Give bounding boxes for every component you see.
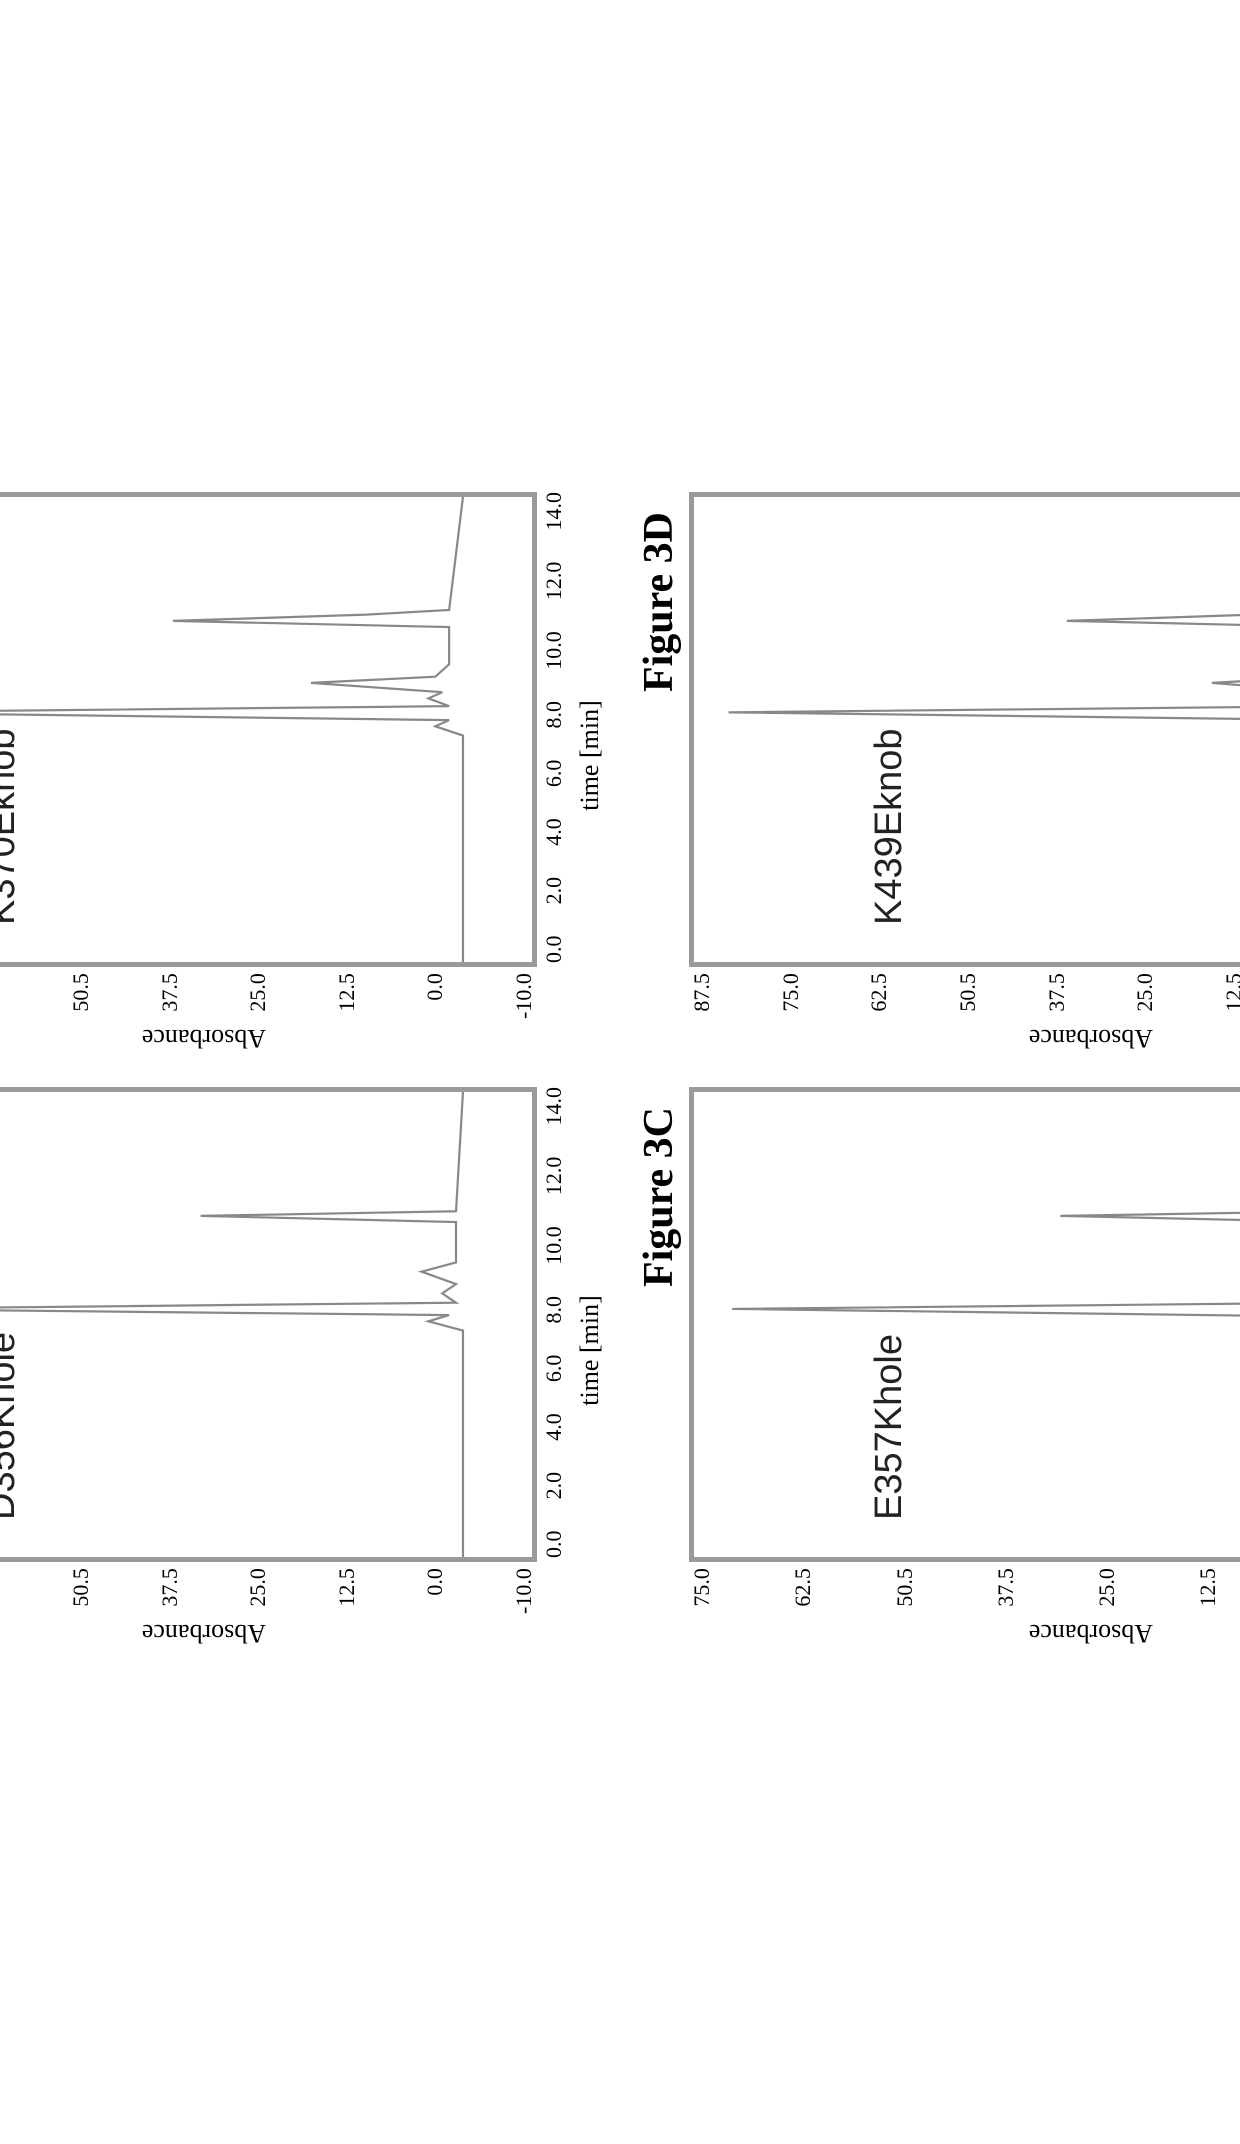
plot-wrap: Absorbance 87.575.062.550.537.525.012.50… xyxy=(689,492,1240,1057)
y-tick: 62.5 xyxy=(866,973,892,1019)
y-tick: 62.5 xyxy=(0,973,5,1019)
y-tick: 37.5 xyxy=(993,1568,1019,1614)
x-tick: 4.0 xyxy=(541,818,567,846)
x-tick-labels: 0.0 2.0 4.0 6.0 8.0 10.0 12.0 14.0 xyxy=(537,1087,569,1558)
y-tick: 37.5 xyxy=(157,973,183,1019)
plot-area: D356Khole xyxy=(0,1087,537,1562)
x-axis-label: time [min] xyxy=(569,1087,605,1614)
x-tick: 10.0 xyxy=(541,1226,567,1265)
y-axis-label: Absorbance xyxy=(689,1614,1240,1652)
y-tick: 0.0 xyxy=(422,973,448,1019)
plot-row: 87.575.062.550.537.525.012.50.0-10.0 K37… xyxy=(0,492,537,1019)
y-tick: 50.5 xyxy=(68,973,94,1019)
y-tick: 12.5 xyxy=(334,973,360,1019)
x-tick: 2.0 xyxy=(541,1472,567,1500)
panel-figure-3a: Figure 3A Absorbance 87.575.062.550.537.… xyxy=(0,1087,605,1652)
x-tick: 8.0 xyxy=(541,1296,567,1324)
plot-column: 87.575.062.550.537.525.012.50.0-10.0 K37… xyxy=(0,492,605,1019)
plot-wrap: Absorbance 87.575.062.550.537.525.012.50… xyxy=(0,1087,605,1652)
figure-title: Figure 3D xyxy=(635,492,683,1057)
plot-column: 75.062.550.537.525.012.50.0-10.0 E357Kho… xyxy=(689,1087,1240,1614)
x-tick: 0.0 xyxy=(541,1531,567,1559)
y-tick: 12.5 xyxy=(1195,1568,1221,1614)
y-tick-labels: 87.575.062.550.537.525.012.50.0-10.0 xyxy=(0,1562,537,1614)
plot-row: 87.575.062.550.537.525.012.50.0-10.0 K43… xyxy=(689,492,1240,1019)
y-tick: 75.0 xyxy=(778,973,804,1019)
y-tick: 0.0 xyxy=(422,1568,448,1614)
y-tick: 37.5 xyxy=(157,1568,183,1614)
y-axis-label: Absorbance xyxy=(0,1019,605,1057)
y-tick: 50.5 xyxy=(955,973,981,1019)
y-tick: 12.5 xyxy=(1221,973,1240,1019)
x-tick: 12.0 xyxy=(541,1157,567,1196)
y-tick: 87.5 xyxy=(689,973,715,1019)
y-tick: 25.0 xyxy=(1094,1568,1120,1614)
x-tick: 10.0 xyxy=(541,631,567,670)
chromatogram-trace xyxy=(694,1092,1240,1557)
x-tick: 0.0 xyxy=(541,936,567,964)
y-tick: 25.0 xyxy=(245,973,271,1019)
panel-figure-3c: Figure 3C Absorbance 75.0 62.5 50.5 37.5 25.… xyxy=(635,1087,1240,1652)
y-tick: 50.5 xyxy=(892,1568,918,1614)
plot-row: 87.575.062.550.537.525.012.50.0-10.0 D35… xyxy=(0,1087,537,1614)
y-tick: -10.0 xyxy=(511,973,537,1019)
chromatogram-trace xyxy=(0,497,532,962)
y-tick: 50.5 xyxy=(68,1568,94,1614)
y-tick: -10.0 xyxy=(511,1568,537,1614)
x-axis-label: time [min] xyxy=(569,492,605,1019)
x-tick: 6.0 xyxy=(541,1355,567,1383)
y-tick: 37.5 xyxy=(1044,973,1070,1019)
y-tick: 25.0 xyxy=(1132,973,1158,1019)
chromatogram-trace xyxy=(0,1092,532,1557)
plot-area: E357Khole xyxy=(689,1087,1240,1562)
x-tick: 4.0 xyxy=(541,1413,567,1441)
y-tick-labels: 75.062.550.537.525.012.50.0-10.0 xyxy=(689,1562,1240,1614)
x-tick: 6.0 xyxy=(541,760,567,788)
y-tick: 62.5 xyxy=(0,1568,5,1614)
x-tick-labels: 0.0 2.0 4.0 6.0 8.0 10.0 12.0 14.0 xyxy=(537,492,569,963)
panel-figure-3d: Figure 3D Absorbance 87.5 75.0 62.5 50.5 37.… xyxy=(635,492,1240,1057)
plot-column: 87.575.062.550.537.525.012.50.0-10.0 K43… xyxy=(689,492,1240,1019)
plot-wrap: Absorbance 75.062.550.537.525.012.50.0-1… xyxy=(689,1087,1240,1652)
x-tick: 12.0 xyxy=(541,562,567,601)
x-tick: 2.0 xyxy=(541,877,567,905)
y-tick-labels: 87.575.062.550.537.525.012.50.0-10.0 xyxy=(689,967,1240,1019)
y-axis-label: Absorbance xyxy=(0,1614,605,1652)
y-tick: 25.0 xyxy=(245,1568,271,1614)
chromatogram-trace xyxy=(694,497,1240,962)
figure-grid: Figure 3A Absorbance 87.575.062.550.537.… xyxy=(0,452,1240,1692)
y-tick: 62.5 xyxy=(790,1568,816,1614)
figure-title: Figure 3C xyxy=(635,1087,683,1652)
plot-column: 87.575.062.550.537.525.012.50.0-10.0 D35… xyxy=(0,1087,605,1614)
x-tick: 14.0 xyxy=(541,1087,567,1126)
plot-row: 75.062.550.537.525.012.50.0-10.0 E357Kho… xyxy=(689,1087,1240,1614)
x-tick: 8.0 xyxy=(541,701,567,729)
plot-area: K370Eknob xyxy=(0,492,537,967)
y-tick: 12.5 xyxy=(334,1568,360,1614)
y-tick: 75.0 xyxy=(689,1568,715,1614)
x-tick: 14.0 xyxy=(541,492,567,531)
plot-wrap: Absorbance 87.575.062.550.537.525.012.50… xyxy=(0,492,605,1057)
y-axis-label: Absorbance xyxy=(689,1019,1240,1057)
panel-figure-3b: Figure 3B Absorbance 87.575.062.550.537.… xyxy=(0,492,605,1057)
plot-area: K439Eknob xyxy=(689,492,1240,967)
y-tick-labels: 87.575.062.550.537.525.012.50.0-10.0 xyxy=(0,967,537,1019)
